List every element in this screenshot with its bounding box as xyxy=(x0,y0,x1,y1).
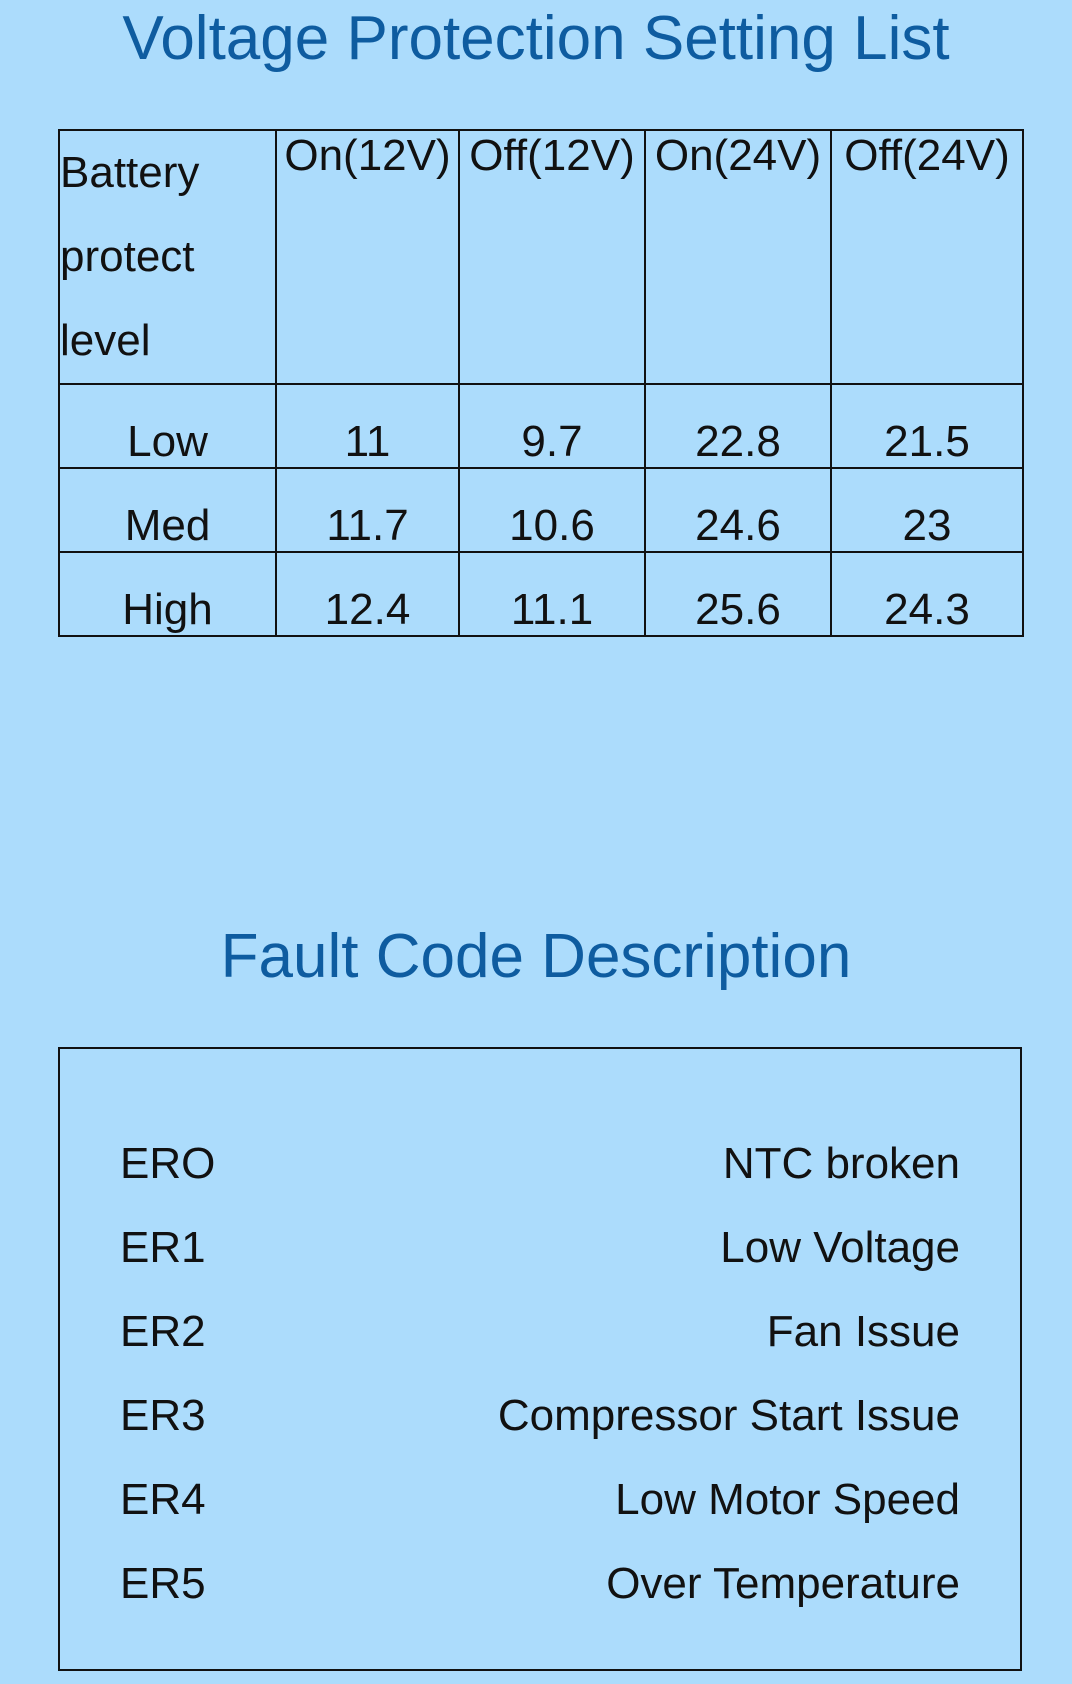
row-level: High xyxy=(58,551,277,637)
fault-code: ER3 xyxy=(120,1391,206,1440)
header-line: Battery xyxy=(60,148,200,197)
fault-code-box: ERO NTC broken ER1 Low Voltage ER2 Fan I… xyxy=(58,1047,1022,1671)
cell-value: 9.7 xyxy=(458,383,646,469)
cell-value: 11 xyxy=(275,383,460,469)
fault-description: Low Voltage xyxy=(720,1223,960,1272)
cell-value: 22.8 xyxy=(644,383,832,469)
fault-code: ER1 xyxy=(120,1223,206,1272)
list-item: ER5 Over Temperature xyxy=(120,1559,960,1643)
table-row: Low 11 9.7 22.8 21.5 xyxy=(58,383,1024,469)
list-item: ER4 Low Motor Speed xyxy=(120,1475,960,1559)
fault-description: Compressor Start Issue xyxy=(497,1391,960,1440)
cell-value: 12.4 xyxy=(275,551,460,637)
header-line: level xyxy=(60,316,151,365)
list-item: ER1 Low Voltage xyxy=(120,1223,960,1307)
cell-value: 10.6 xyxy=(458,467,646,553)
fault-code: ER2 xyxy=(120,1307,206,1356)
header-line: protect xyxy=(60,232,195,281)
voltage-protection-table: Battery protect level On(12V) Off(12V) On(… xyxy=(58,129,1024,637)
header-off-24v: Off(24V) xyxy=(830,129,1024,385)
header-battery-protect-level: Battery protect level xyxy=(58,129,277,385)
cell-value: 25.6 xyxy=(644,551,832,637)
cell-value: 23 xyxy=(830,467,1024,553)
fault-description: Low Motor Speed xyxy=(615,1475,960,1524)
table-row: High 12.4 11.1 25.6 24.3 xyxy=(58,551,1024,637)
header-off-12v: Off(12V) xyxy=(458,129,646,385)
fault-code: ER5 xyxy=(120,1559,206,1608)
cell-value: 11.7 xyxy=(275,467,460,553)
list-item: ERO NTC broken xyxy=(120,1139,960,1223)
voltage-section-title: Voltage Protection Setting List xyxy=(122,4,950,73)
cell-value: 21.5 xyxy=(830,383,1024,469)
cell-value: 24.6 xyxy=(644,467,832,553)
table-header-row: Battery protect level On(12V) Off(12V) On(… xyxy=(58,129,1024,385)
fault-description: Over Temperature xyxy=(606,1559,960,1608)
fault-section-title: Fault Code Description xyxy=(220,922,852,991)
header-on-24v: On(24V) xyxy=(644,129,832,385)
header-on-12v: On(12V) xyxy=(275,129,460,385)
list-item: ER2 Fan Issue xyxy=(120,1307,960,1391)
cell-value: 11.1 xyxy=(458,551,646,637)
fault-code-list: ERO NTC broken ER1 Low Voltage ER2 Fan I… xyxy=(120,1139,960,1643)
fault-code: ERO xyxy=(120,1139,216,1188)
list-item: ER3 Compressor Start Issue xyxy=(120,1391,960,1475)
fault-description: NTC broken xyxy=(722,1139,960,1188)
fault-description: Fan Issue xyxy=(766,1307,960,1356)
row-level: Low xyxy=(58,383,277,469)
fault-code: ER4 xyxy=(120,1475,206,1524)
cell-value: 24.3 xyxy=(830,551,1024,637)
row-level: Med xyxy=(58,467,277,553)
table-row: Med 11.7 10.6 24.6 23 xyxy=(58,467,1024,553)
